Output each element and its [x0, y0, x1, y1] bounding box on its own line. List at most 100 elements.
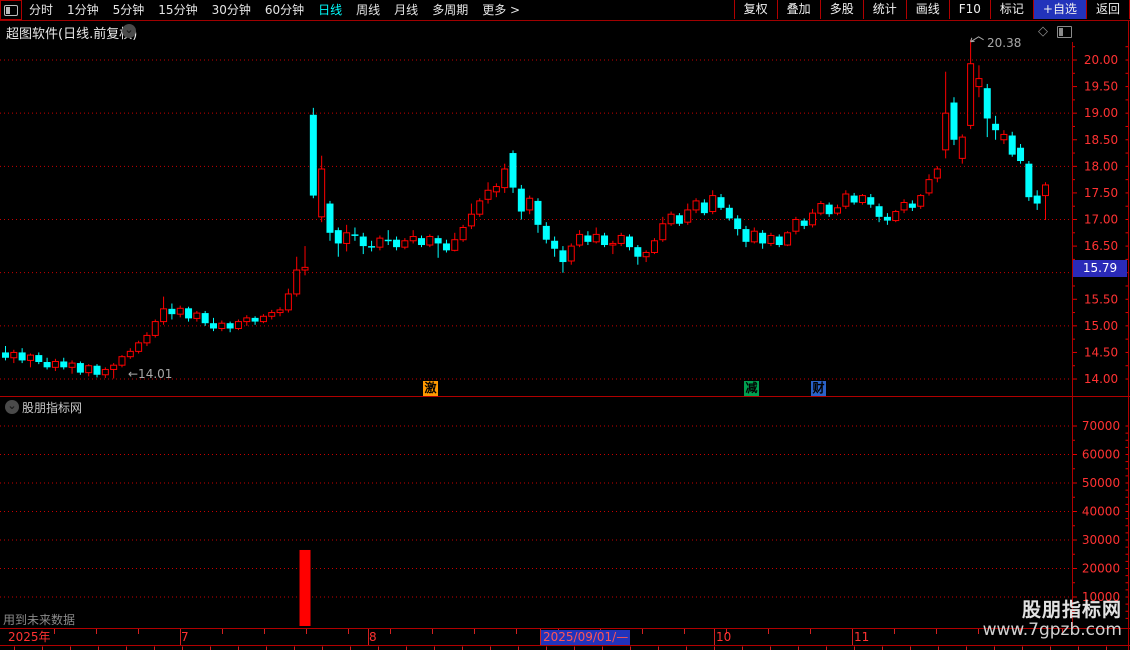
candle-body-down [251, 317, 259, 322]
period-item-1[interactable]: 分时 [29, 2, 54, 17]
price-axis-label: 15.50 [1084, 292, 1118, 306]
candle-body-down [60, 361, 68, 368]
candle-body-up [526, 197, 534, 211]
chevron-down-icon[interactable]: ⌄ [122, 24, 136, 38]
period-item-8[interactable]: 周线 [356, 2, 381, 17]
candle-body-down [384, 239, 392, 242]
period-item-4[interactable]: 15分钟 [158, 2, 198, 17]
candle-body-up [259, 315, 267, 323]
low-price-annotation: ←14.01 [128, 367, 173, 381]
candle-body-up [118, 356, 126, 366]
action-button-6[interactable]: F10 [948, 0, 990, 19]
action-button-1[interactable]: 复权 [733, 0, 777, 19]
action-button-3[interactable]: 多股 [819, 0, 863, 19]
candle-body-up [917, 195, 925, 207]
candle-body-up [784, 232, 792, 246]
candle-body-up [842, 193, 850, 207]
candle-body-up [51, 360, 59, 368]
candle-body-up [933, 168, 941, 179]
candle-body-up [343, 232, 351, 244]
candle-body-down [93, 365, 101, 375]
candle-body-up [110, 364, 118, 370]
candle-body-up [576, 233, 584, 246]
candle-body-up [650, 240, 658, 253]
action-button-5[interactable]: 画线 [905, 0, 949, 19]
period-item-6[interactable]: 60分钟 [264, 2, 305, 17]
candle-body-down [717, 197, 725, 208]
candle-body-up [642, 251, 650, 258]
candle-body-down [76, 363, 84, 373]
diamond-icon[interactable]: ◇ [1038, 24, 1048, 39]
candle-body-down [700, 202, 708, 214]
action-button-8[interactable]: +自选 [1032, 0, 1086, 19]
period-item-9[interactable]: 月线 [394, 2, 419, 17]
candle-body-down [883, 216, 891, 221]
candle-body-down [584, 235, 592, 242]
period-item-3[interactable]: 5分钟 [112, 2, 145, 17]
candle-body-up [750, 230, 758, 243]
period-item-10[interactable]: 多周期 [432, 2, 469, 17]
candle-body-up [459, 226, 467, 241]
candle-body-up [85, 365, 93, 374]
price-axis-label: 18.00 [1084, 159, 1118, 173]
candle-body-up [925, 179, 933, 194]
chevron-down-icon[interactable]: ⌄ [5, 400, 19, 414]
title-bar: 超图软件(日线.前复权) ⌄ ◇ [0, 21, 1130, 42]
candle-body-up [143, 334, 151, 344]
period-item-2[interactable]: 1分钟 [67, 2, 99, 17]
candle-body-down [368, 246, 376, 248]
volume-axis-label: 60000 [1082, 448, 1120, 462]
action-button-4[interactable]: 统计 [862, 0, 906, 19]
candle-body-up [10, 351, 18, 359]
watermark: 股朋指标网 www.7gpzb.com [983, 600, 1122, 640]
period-item-5[interactable]: 30分钟 [211, 2, 251, 17]
candle-body-up [234, 321, 242, 330]
candle-body-down [43, 362, 51, 368]
volume-axis-label: 20000 [1082, 562, 1120, 576]
candle-body-up [1000, 133, 1008, 141]
candle-body-up [975, 78, 983, 88]
candle-body-up [942, 112, 950, 151]
action-button-9[interactable]: 返回 [1085, 0, 1130, 19]
indicator-title: 股朋指标网 [22, 401, 83, 415]
month-label: 8 [369, 630, 377, 644]
candle-body-down [850, 195, 858, 203]
price-axis-label: 15.00 [1084, 319, 1118, 333]
candle-body-down [18, 352, 26, 361]
top-toolbar: 分时 1分钟 5分钟 15分钟 30分钟 60分钟 日线 周线 月线 多周期 更多 > 复权 叠加 多股… [0, 0, 1130, 21]
candle-body-down [35, 355, 43, 363]
candle-body-down [351, 234, 359, 236]
candle-body-down [185, 308, 193, 319]
price-axis-label: 16.50 [1084, 239, 1118, 253]
candle-body-down [800, 220, 808, 226]
candle-body-up [26, 354, 34, 361]
candle-body-down [551, 240, 559, 249]
signal-marker: 减 [744, 381, 759, 396]
period-menu: 分时 1分钟 5分钟 15分钟 30分钟 60分钟 日线 周线 月线 多周期 更多 > [22, 0, 527, 20]
action-button-2[interactable]: 叠加 [776, 0, 820, 19]
candle-body-down [334, 230, 342, 244]
period-item-7[interactable]: 日线 [318, 2, 343, 17]
candle-body-down [534, 200, 542, 225]
candle-body-up [892, 211, 900, 222]
price-axis-label: 19.00 [1084, 106, 1118, 120]
window-mode-button[interactable] [0, 0, 22, 20]
period-item-11[interactable]: 更多 > [482, 2, 521, 17]
price-axis-label: 20.00 [1084, 53, 1118, 67]
candle-body-up [451, 239, 459, 251]
candle-body-up [817, 203, 825, 214]
candle-body-up [659, 223, 667, 241]
volume-axis-label: 10000 [1082, 590, 1120, 604]
candle-body-up [792, 219, 800, 232]
candle-body-down [867, 197, 875, 205]
signal-bar [299, 549, 311, 626]
candle-body-up [467, 213, 475, 227]
action-button-7[interactable]: 标记 [989, 0, 1033, 19]
candle-body-up [592, 233, 600, 243]
candle-body-down [825, 204, 833, 215]
future-data-note: 用到未来数据 [3, 613, 76, 627]
year-label: 2025年 [8, 630, 51, 644]
layout-window-icon[interactable] [1057, 26, 1072, 38]
candle-body-down [393, 239, 401, 248]
